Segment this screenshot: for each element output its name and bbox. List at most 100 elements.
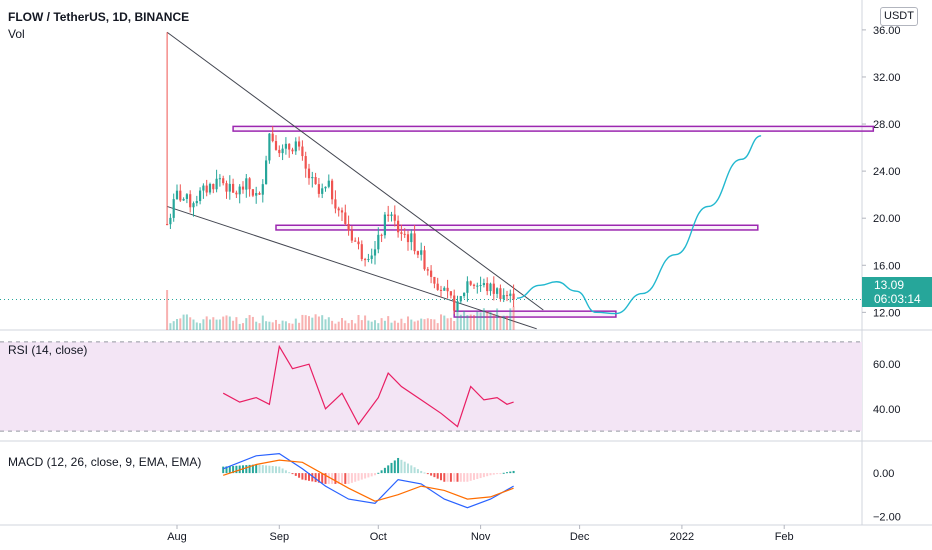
- candle-body: [472, 284, 476, 286]
- volume-bar: [436, 323, 439, 330]
- volume-bar: [261, 315, 264, 330]
- macd-histogram-bar: [446, 473, 449, 482]
- macd-histogram-bar: [261, 465, 264, 474]
- rsi-label: RSI (14, close): [8, 343, 88, 357]
- candle-body: [400, 232, 403, 234]
- candle-body: [393, 214, 396, 221]
- candle-body: [208, 183, 212, 193]
- volume-bar: [166, 290, 169, 330]
- volume-bar: [440, 314, 442, 330]
- projection-curve: [516, 135, 762, 315]
- macd-histogram-bar: [377, 472, 380, 474]
- time-tick-label: Feb: [775, 531, 794, 543]
- volume-bar: [189, 317, 192, 330]
- macd-histogram-bar: [317, 473, 320, 483]
- macd-histogram-bar: [265, 465, 268, 474]
- candle-body: [367, 258, 370, 260]
- macd-histogram-bar: [311, 473, 314, 482]
- macd-histogram-bar: [354, 473, 357, 482]
- volume-bar: [291, 323, 294, 330]
- volume-bar: [301, 314, 304, 330]
- candle-body: [350, 230, 353, 241]
- volume-bar: [377, 323, 380, 330]
- volume-bar: [407, 316, 409, 330]
- volume-bar: [449, 317, 452, 330]
- candle-body: [199, 190, 202, 202]
- volume-bar: [311, 317, 314, 330]
- candle-body: [337, 208, 340, 211]
- candle-body: [476, 285, 479, 287]
- volume-bar: [479, 312, 482, 330]
- candle-body: [459, 296, 462, 302]
- candle-body: [443, 287, 446, 291]
- time-tick-label: Nov: [471, 531, 491, 543]
- volume-bar: [423, 319, 426, 330]
- volume-bar: [202, 319, 205, 330]
- volume-bar: [374, 320, 376, 330]
- candle-body: [456, 301, 459, 311]
- volume-bar: [314, 314, 317, 330]
- time-tick-label: Sep: [270, 531, 290, 543]
- candle-body: [202, 185, 205, 191]
- volume-bar: [463, 311, 466, 330]
- currency-button[interactable]: USDT: [880, 7, 918, 26]
- candle-body: [423, 250, 426, 270]
- macd-histogram-bar: [360, 473, 363, 480]
- candle-body: [212, 183, 215, 190]
- macd-histogram-bar: [400, 459, 403, 474]
- macd-histogram-bar: [324, 473, 327, 484]
- macd-histogram-bar: [255, 464, 258, 474]
- macd-histogram-bar: [327, 473, 330, 484]
- candle-body: [169, 217, 172, 225]
- volume-bar: [209, 319, 211, 330]
- volume-bar: [489, 311, 492, 330]
- volume-bar: [364, 315, 367, 330]
- macd-histogram-bar: [341, 473, 343, 484]
- volume-bar: [430, 319, 433, 330]
- volume-bar: [172, 321, 175, 330]
- candle-body: [509, 293, 512, 296]
- macd-histogram-bar: [449, 473, 452, 482]
- candle-body: [182, 198, 185, 201]
- volume-bar: [321, 315, 324, 330]
- candle-body: [413, 233, 416, 252]
- candle-body: [324, 186, 327, 189]
- candle-body: [499, 288, 502, 300]
- volume-bar: [225, 315, 228, 330]
- candle-body: [479, 285, 482, 287]
- macd-histogram-bar: [407, 463, 409, 474]
- candle-body: [469, 281, 472, 285]
- candle-body: [255, 193, 258, 196]
- volume-bar: [304, 315, 307, 330]
- volume-bar: [278, 323, 281, 330]
- volume-bar: [265, 321, 268, 330]
- volume-bar: [341, 318, 343, 330]
- macd-histogram-bar: [413, 467, 416, 474]
- candle-body: [311, 177, 314, 179]
- volume-bar: [317, 316, 320, 330]
- volume-bar: [413, 321, 416, 330]
- volume-bar: [182, 314, 185, 330]
- macd-histogram-bar: [222, 466, 225, 474]
- volume-bar: [258, 323, 261, 330]
- volume-bar: [334, 323, 337, 330]
- macd-histogram-bar: [482, 473, 485, 478]
- macd-histogram-bar: [489, 473, 492, 476]
- candle-body: [268, 133, 271, 161]
- macd-histogram-bar: [423, 472, 426, 474]
- macd-histogram-bar: [410, 465, 413, 474]
- candle-body: [449, 291, 452, 296]
- volume-bar: [492, 313, 495, 330]
- macd-histogram-bar: [383, 467, 386, 474]
- volume-bar: [433, 319, 436, 330]
- volume-bar: [195, 322, 198, 330]
- candle-body: [175, 190, 179, 200]
- macd-histogram-bar: [506, 472, 508, 474]
- volume-bar: [169, 323, 172, 330]
- candle-body: [205, 185, 208, 193]
- macd-histogram-bar: [284, 470, 287, 474]
- macd-histogram-bar: [278, 466, 281, 474]
- volume-bar: [426, 318, 429, 330]
- candle-body: [383, 214, 386, 236]
